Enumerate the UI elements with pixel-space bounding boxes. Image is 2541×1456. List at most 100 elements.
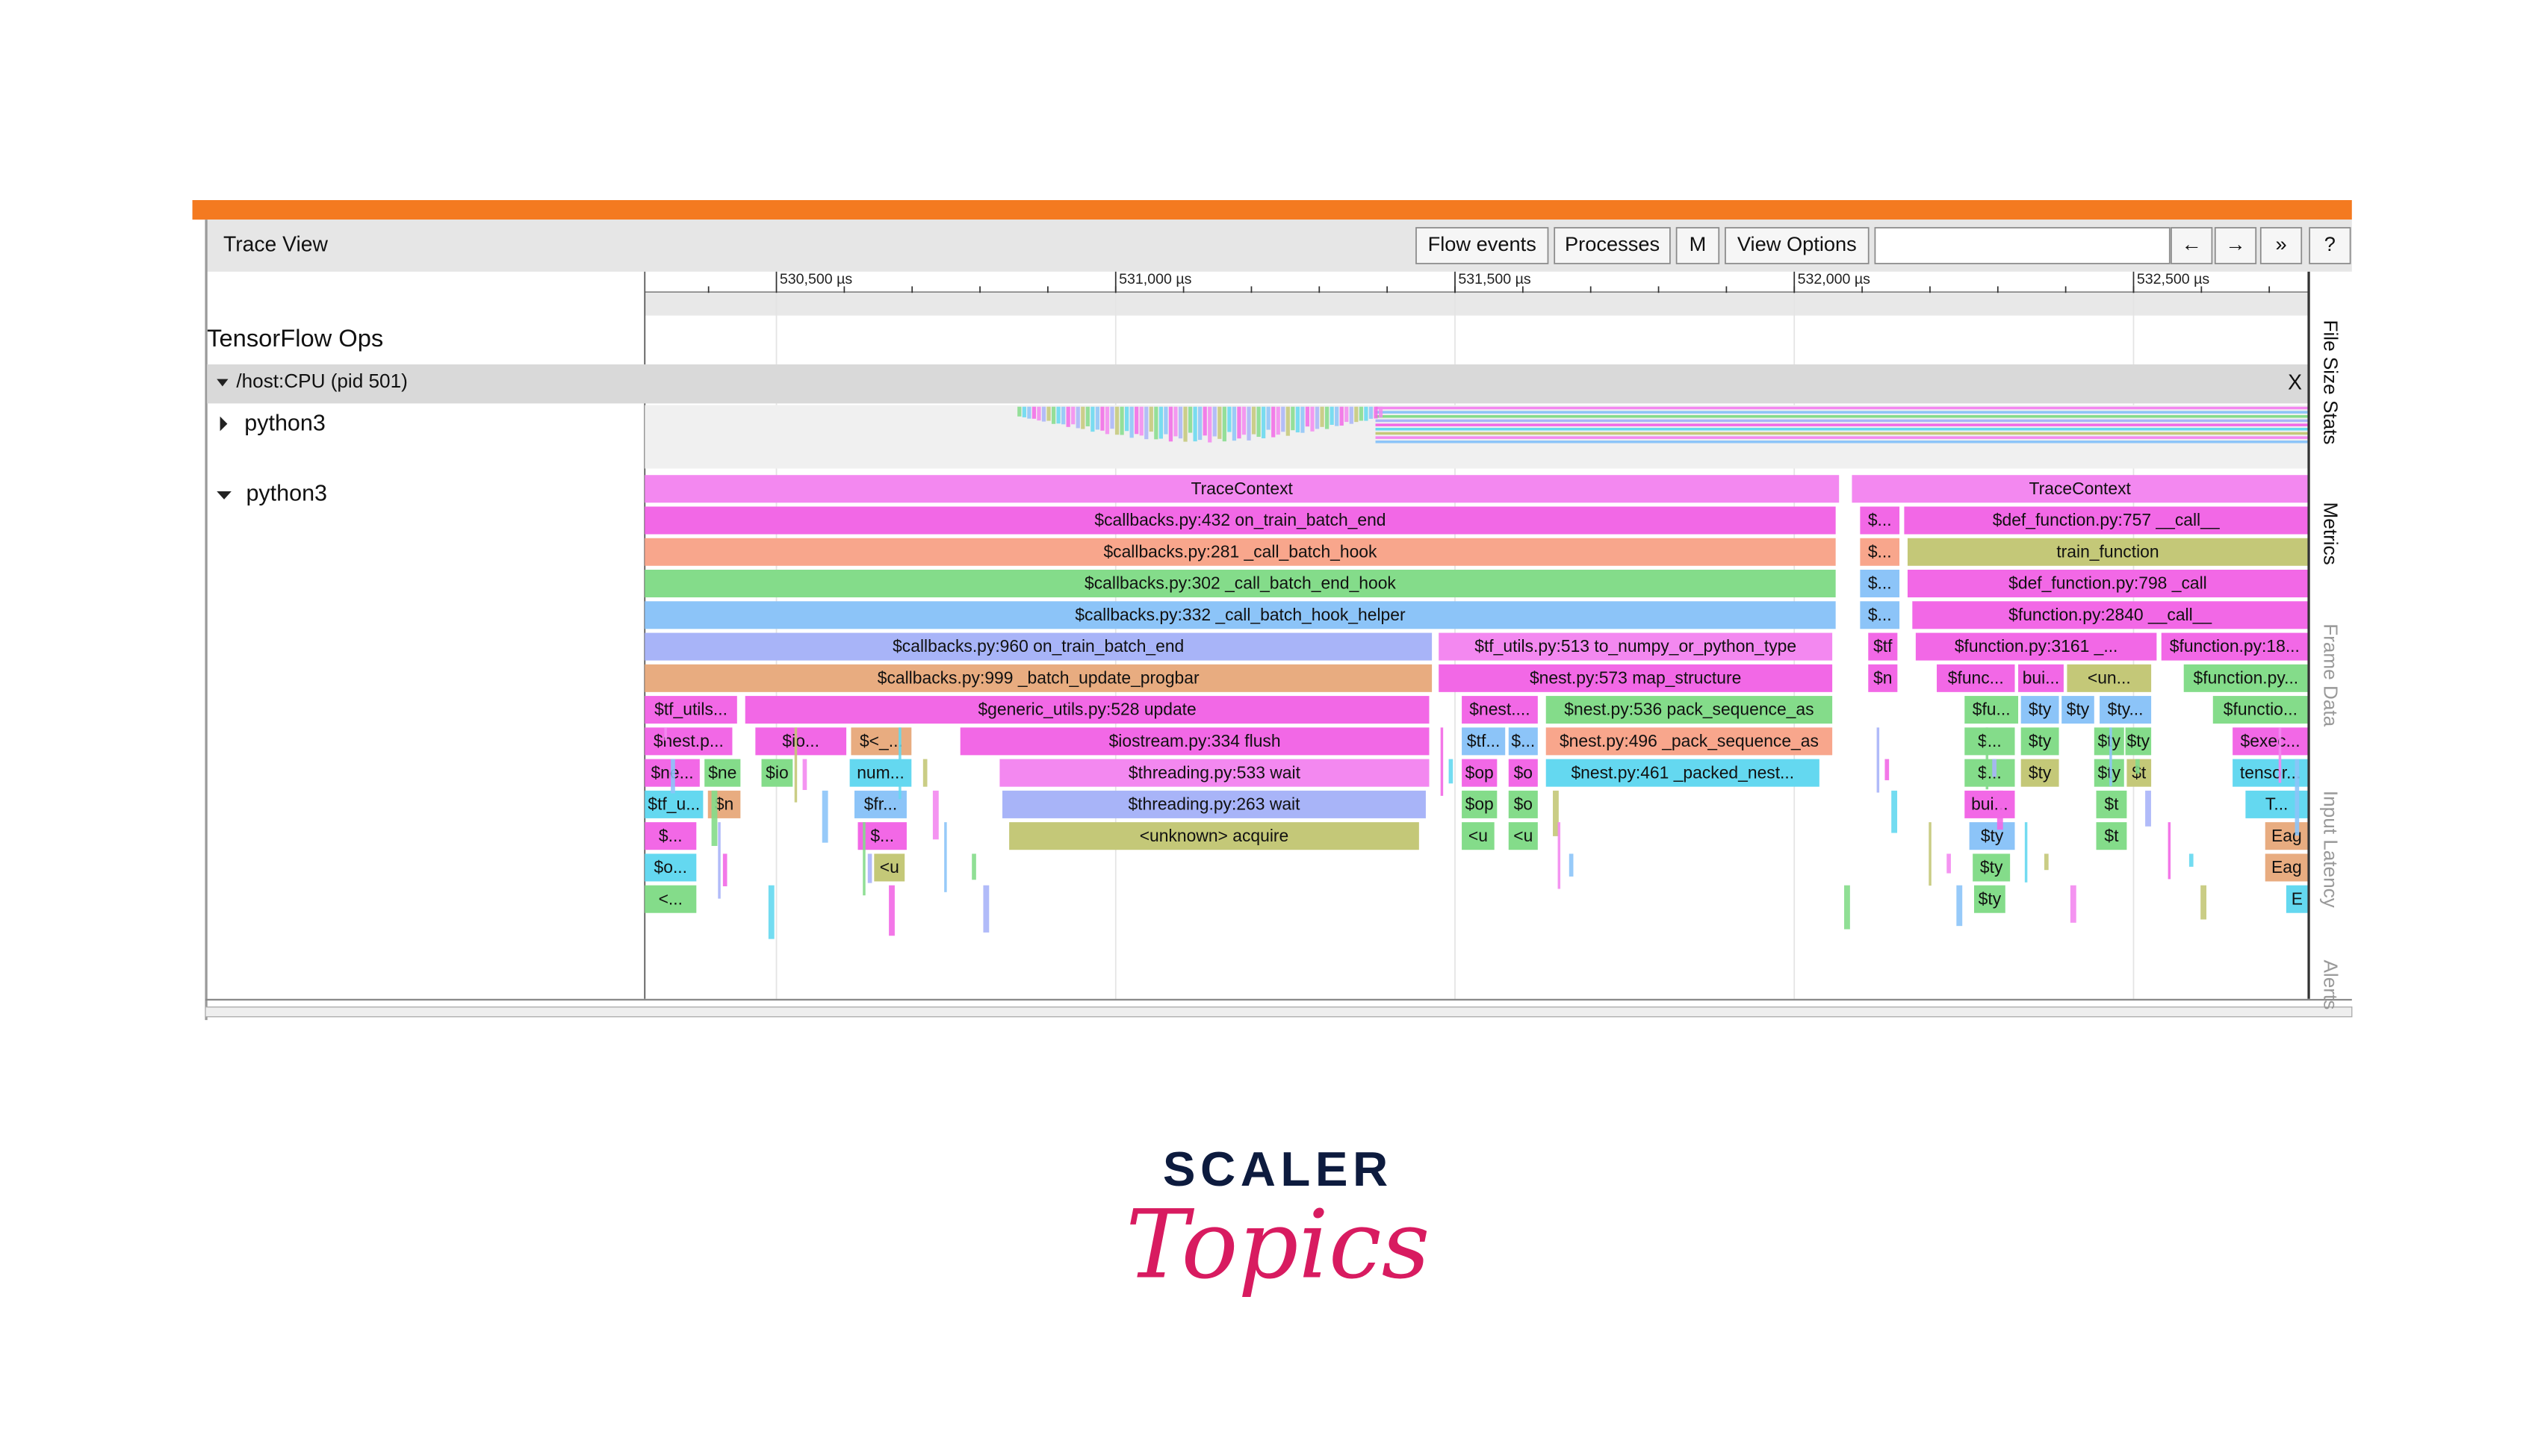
trace-event[interactable]: $ty [2020,759,2059,787]
toolbar-button[interactable]: M [1675,227,1720,264]
trace-event[interactable]: TraceContext [645,475,1840,503]
event-box[interactable] [2094,727,2124,756]
event-box[interactable] [1904,506,2308,535]
event-box[interactable] [1462,727,1506,756]
trace-event[interactable]: $generic_utils.py:528 update [745,696,1430,724]
event-box[interactable] [1508,759,1538,787]
trace-event[interactable]: $ty [2125,727,2152,756]
event-box[interactable] [851,727,912,756]
trace-event[interactable]: $tf [1868,632,1898,661]
trace-event[interactable]: $tf_utils.py:513 to_numpy_or_python_type [1439,632,1833,661]
event-box[interactable] [1462,790,1498,818]
trace-event[interactable]: $t [2096,790,2127,818]
button-frame[interactable] [2171,227,2213,264]
trace-event[interactable]: <u [1462,822,1495,850]
trace-event[interactable]: $ty [2094,759,2124,787]
trace-event[interactable]: $def_function.py:757 __call__ [1904,506,2308,535]
event-box[interactable] [645,506,1836,535]
collapse-arrow[interactable] [217,491,232,500]
trace-event[interactable]: train_function [1907,538,2308,566]
trace-event[interactable]: <... [645,885,697,913]
button-frame[interactable] [1725,227,1870,264]
event-box[interactable] [745,696,1430,724]
event-box[interactable] [704,759,741,787]
trace-event[interactable]: $ty [1973,853,2011,882]
button-frame[interactable] [1554,227,1671,264]
event-box[interactable] [645,538,1836,566]
trace-event[interactable]: $callbacks.py:332 _call_batch_hook_helpe… [645,601,1836,629]
trace-event[interactable]: $ty [1969,822,2015,850]
event-box[interactable] [1002,790,1426,818]
close-button[interactable]: X [2288,371,2302,395]
trace-event[interactable]: $... [1860,538,1900,566]
event-box[interactable] [1964,790,2015,818]
event-box[interactable] [645,475,1840,503]
event-box[interactable] [645,790,704,818]
event-box[interactable] [1969,822,2015,850]
trace-event[interactable]: $callbacks.py:999 _batch_update_progbar [645,664,1433,692]
trace-event[interactable]: $callbacks.py:960 on_train_batch_end [645,632,1433,661]
event-box[interactable] [1973,853,2011,882]
trace-event[interactable]: $tf_utils... [645,696,737,724]
event-box[interactable] [1912,601,2308,629]
trace-event[interactable]: $t [2096,822,2127,850]
trace-event[interactable]: $tf... [1462,727,1506,756]
trace-event[interactable]: $fr... [854,790,907,818]
side-tab[interactable]: File Size Stats [2319,320,2342,445]
trace-event[interactable]: $nest.py:496 _pack_sequence_as [1545,727,1833,756]
trace-event[interactable]: $io... [755,727,847,756]
event-box[interactable] [645,696,737,724]
event-box[interactable] [1508,727,1538,756]
event-box[interactable] [1508,790,1538,818]
event-box[interactable] [2233,727,2308,756]
trace-event[interactable]: $op [1462,759,1498,787]
event-box[interactable] [645,570,1836,598]
event-box[interactable] [999,759,1430,787]
trace-event[interactable]: Eag [2265,822,2308,850]
event-box[interactable] [1462,759,1498,787]
event-box[interactable] [1915,632,2157,661]
trace-event[interactable]: $nest.... [1462,696,1538,724]
trace-event[interactable]: E [2286,885,2308,913]
event-box[interactable] [2100,696,2152,724]
toolbar-button[interactable]: ? [2309,227,2351,264]
event-box[interactable] [645,853,697,882]
event-box[interactable] [645,601,1836,629]
event-box[interactable] [1860,570,1900,598]
event-box[interactable] [761,759,793,787]
event-box[interactable] [645,632,1433,661]
trace-event[interactable]: $ty [1973,885,2005,913]
event-box[interactable] [1868,632,1898,661]
event-box[interactable] [1545,696,1833,724]
trace-event[interactable]: $callbacks.py:281 _call_batch_hook [645,538,1836,566]
event-box[interactable] [2020,727,2059,756]
side-tab[interactable]: Metrics [2319,503,2342,565]
event-box[interactable] [645,822,697,850]
event-box[interactable] [1964,727,2015,756]
trace-event[interactable]: $ty [2020,696,2059,724]
button-frame[interactable] [2259,227,2303,264]
trace-event[interactable]: $nest.py:536 pack_sequence_as [1545,696,1833,724]
side-tab[interactable]: Alerts [2319,959,2342,1009]
event-box[interactable] [874,853,905,882]
toolbar-button[interactable]: → [2214,227,2257,264]
trace-event[interactable]: $o [1508,759,1538,787]
event-box[interactable] [2096,822,2127,850]
event-box[interactable] [2265,822,2308,850]
event-box[interactable] [854,790,907,818]
trace-event[interactable]: $... [1860,570,1900,598]
event-box[interactable] [2286,885,2308,913]
button-frame[interactable] [2309,227,2351,264]
trace-event[interactable]: <u [1508,822,1538,850]
event-box[interactable] [857,822,907,850]
trace-event[interactable]: <u [874,853,905,882]
trace-event[interactable]: $... [1964,759,2015,787]
process-header[interactable] [207,364,2308,404]
trace-event[interactable]: Eag [2265,853,2308,882]
trace-event[interactable]: $o... [645,853,697,882]
event-box[interactable] [1973,885,2005,913]
trace-event[interactable]: $nest.py:573 map_structure [1439,664,1833,692]
trace-event[interactable]: $fu... [1964,696,2019,724]
trace-event[interactable]: $function.py:18... [2161,632,2308,661]
trace-event[interactable]: $nest.p... [645,727,733,756]
